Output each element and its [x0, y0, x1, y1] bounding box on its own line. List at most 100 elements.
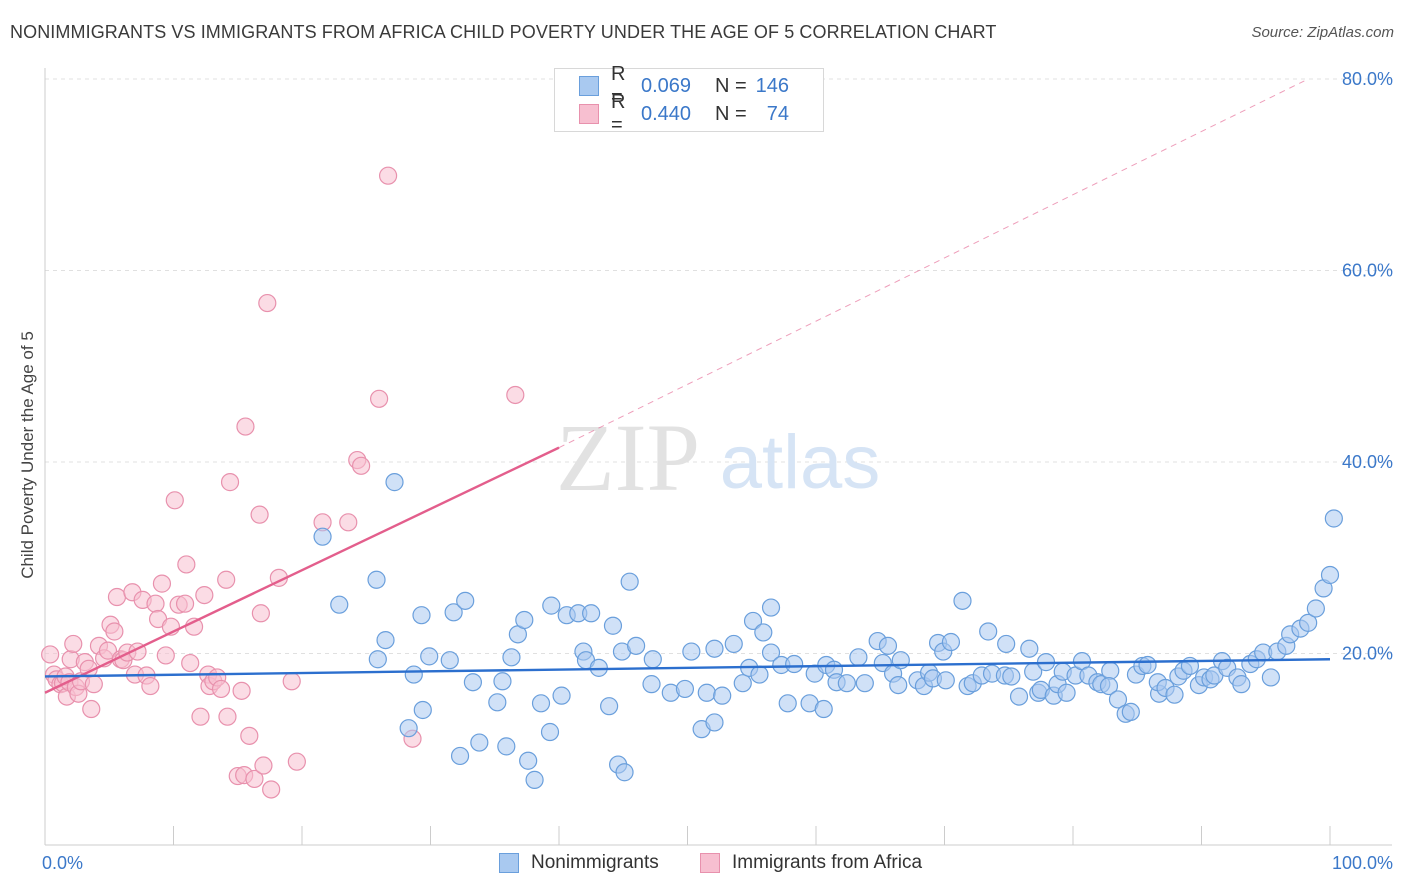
data-point-nonimmigrants	[404, 665, 423, 684]
data-point-immigrants	[236, 417, 255, 436]
legend-item-nonimmigrants[interactable]: Nonimmigrants	[499, 852, 659, 874]
data-point-immigrants	[250, 505, 269, 524]
data-point-nonimmigrants	[1324, 509, 1343, 528]
data-point-nonimmigrants	[330, 595, 349, 614]
data-point-immigrants	[146, 594, 165, 613]
data-point-immigrants	[152, 574, 172, 593]
data-point-immigrants	[165, 491, 184, 510]
data-point-immigrants	[211, 679, 231, 699]
data-point-nonimmigrants	[1232, 675, 1251, 694]
data-point-immigrants	[282, 672, 301, 691]
trend-line-nonimmigrants	[44, 658, 1331, 678]
trend-lines	[44, 80, 1331, 694]
data-point-nonimmigrants	[953, 591, 972, 610]
data-point-nonimmigrants	[620, 572, 639, 591]
legend-swatch-pink	[579, 104, 599, 124]
data-point-immigrants	[82, 699, 101, 719]
data-point-nonimmigrants	[743, 611, 763, 631]
data-point-nonimmigrants	[1099, 676, 1119, 696]
data-point-nonimmigrants	[878, 636, 898, 655]
data-point-nonimmigrants	[750, 665, 769, 684]
data-point-immigrants	[177, 555, 196, 574]
data-point-immigrants	[98, 641, 118, 660]
data-point-nonimmigrants	[697, 683, 716, 702]
data-point-nonimmigrants	[889, 675, 908, 695]
data-point-immigrants	[191, 707, 210, 726]
data-point-immigrants	[156, 646, 175, 665]
data-point-nonimmigrants	[1299, 613, 1318, 632]
data-point-nonimmigrants	[733, 674, 752, 693]
trend-line-immigrants	[44, 446, 560, 694]
data-point-nonimmigrants	[440, 651, 459, 670]
data-point-nonimmigrants	[540, 722, 560, 742]
data-point-immigrants	[370, 389, 389, 408]
watermark-atlas: atlas	[720, 420, 881, 505]
legend-r-label: R =	[611, 63, 626, 108]
data-point-nonimmigrants	[1306, 599, 1325, 618]
legend-n-value: 146	[755, 74, 789, 97]
data-point-nonimmigrants	[450, 746, 470, 766]
data-point-nonimmigrants	[1020, 639, 1039, 658]
data-point-nonimmigrants	[603, 616, 623, 635]
data-point-nonimmigrants	[413, 700, 432, 720]
data-point-nonimmigrants	[626, 636, 646, 655]
data-point-immigrants	[254, 756, 273, 775]
data-point-nonimmigrants	[1138, 655, 1157, 675]
tick-labels: 20.0% 40.0% 60.0% 80.0% 0.0% 100.0%	[42, 69, 1393, 873]
data-point-immigrants	[506, 385, 525, 405]
data-point-nonimmigrants	[682, 642, 701, 661]
data-point-nonimmigrants	[313, 527, 332, 546]
legend-swatch-pink	[700, 853, 720, 873]
data-point-immigrants	[217, 570, 236, 589]
data-point-nonimmigrants	[515, 610, 534, 630]
series-immigrants-from-africa	[41, 166, 525, 799]
data-point-nonimmigrants	[525, 770, 544, 789]
data-point-nonimmigrants	[493, 672, 512, 691]
data-point-immigrants	[232, 681, 251, 700]
data-point-nonimmigrants	[705, 639, 724, 658]
legend-item-immigrants-from-africa[interactable]: Immigrants from Africa	[700, 852, 922, 874]
data-point-nonimmigrants	[761, 643, 781, 662]
data-point-nonimmigrants	[420, 647, 439, 666]
data-point-nonimmigrants	[385, 473, 404, 492]
data-point-nonimmigrants	[997, 634, 1016, 654]
data-point-nonimmigrants	[675, 679, 695, 699]
data-point-nonimmigrants	[754, 623, 773, 642]
data-point-nonimmigrants	[502, 648, 521, 667]
legend-label: Immigrants from Africa	[732, 852, 923, 873]
legend-n-label: N =	[715, 74, 747, 97]
legend-r-value: 0.440	[641, 102, 692, 125]
x-tick-label: 0.0%	[42, 853, 83, 873]
series-legend: Nonimmigrants Immigrants from Africa	[0, 852, 1406, 878]
data-point-nonimmigrants	[368, 650, 387, 669]
data-point-nonimmigrants	[713, 686, 732, 705]
legend-row-immigrants: R = 0.440 N = 74	[579, 91, 789, 136]
data-point-nonimmigrants	[444, 603, 463, 622]
legend-swatch-blue	[499, 853, 519, 873]
data-point-immigrants	[84, 675, 103, 694]
data-point-nonimmigrants	[1320, 565, 1340, 585]
legend-r-label: R =	[611, 91, 626, 136]
data-point-immigrants	[105, 622, 124, 641]
data-point-nonimmigrants	[814, 699, 833, 719]
watermark: ZIP atlas	[556, 404, 880, 511]
data-point-immigrants	[251, 604, 270, 623]
data-point-immigrants	[175, 594, 195, 613]
data-point-immigrants	[245, 769, 264, 789]
data-point-immigrants	[287, 752, 306, 771]
data-point-nonimmigrants	[849, 648, 868, 667]
legend-n-value: 74	[766, 102, 789, 125]
data-point-nonimmigrants	[1002, 667, 1021, 686]
data-point-nonimmigrants	[1121, 702, 1140, 722]
data-point-nonimmigrants	[761, 598, 781, 617]
data-point-nonimmigrants	[855, 674, 874, 693]
data-point-nonimmigrants	[643, 650, 662, 669]
legend-n-label: N =	[715, 102, 747, 125]
data-point-nonimmigrants	[642, 675, 661, 694]
data-point-nonimmigrants	[1057, 683, 1076, 702]
data-point-immigrants	[218, 707, 237, 726]
data-point-nonimmigrants	[456, 591, 475, 610]
data-point-nonimmigrants	[936, 671, 955, 690]
data-point-nonimmigrants	[488, 693, 507, 712]
